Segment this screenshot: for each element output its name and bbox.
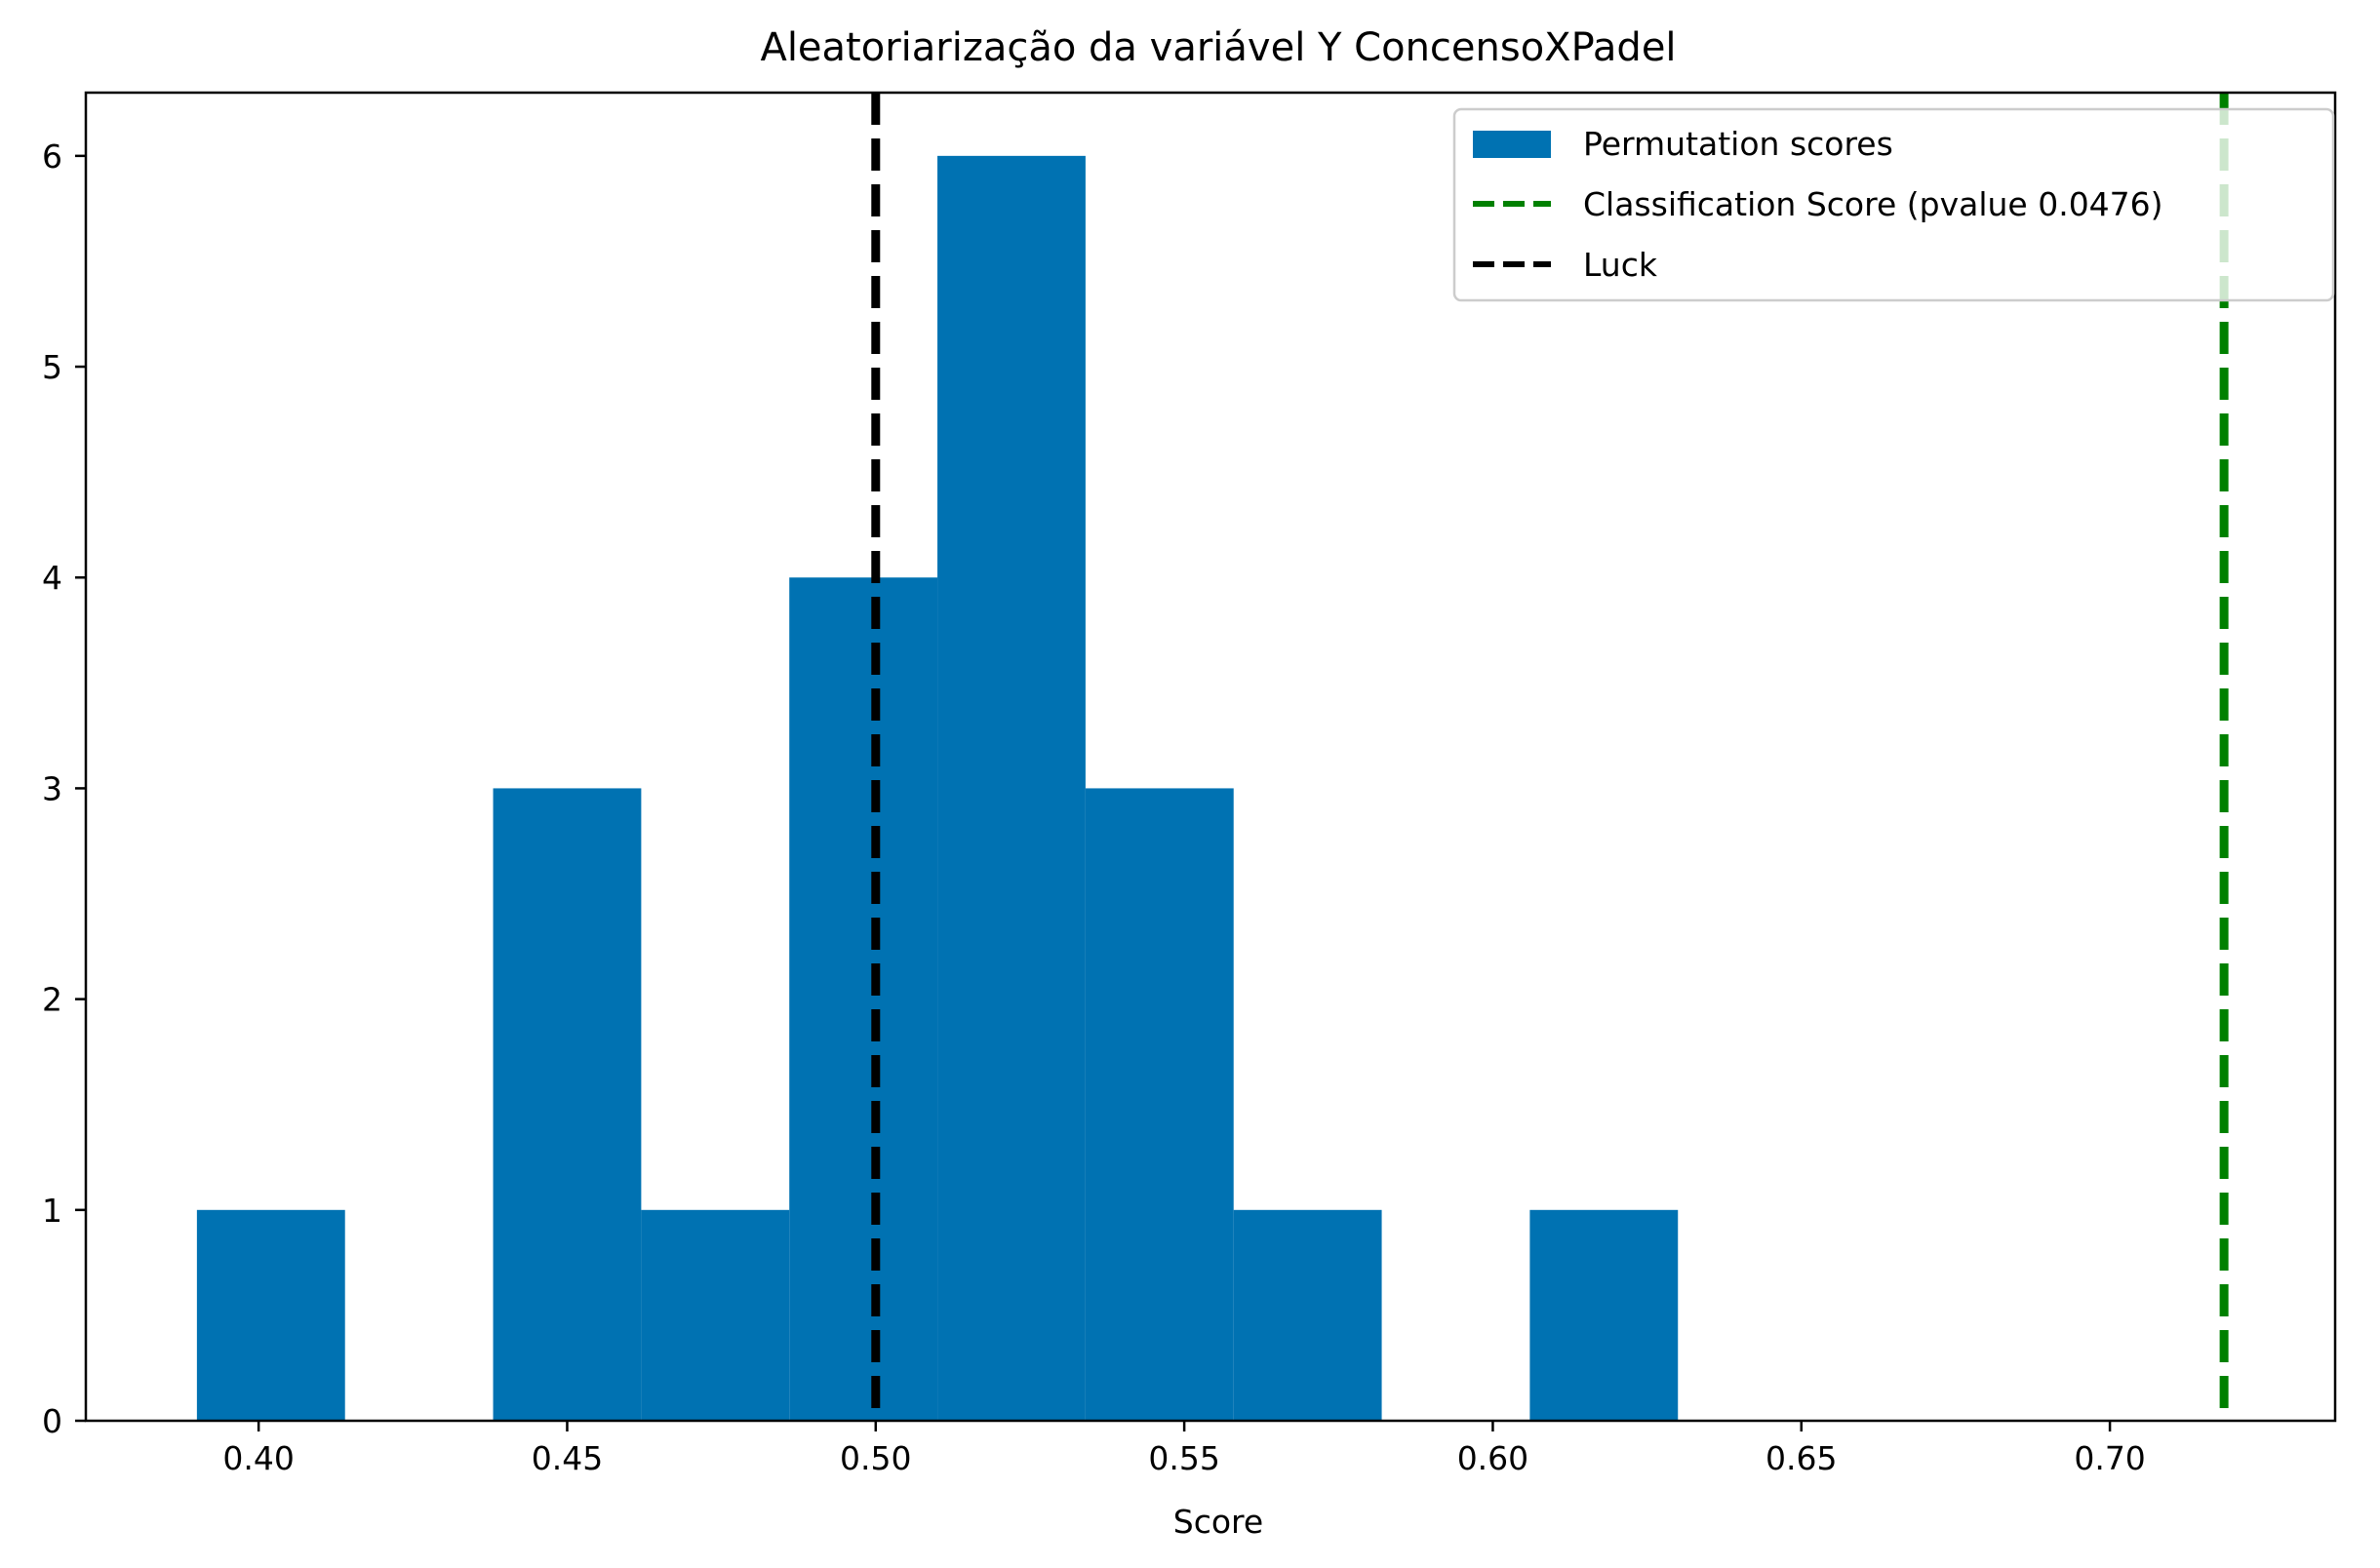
legend-label-classification-score: Classification Score (pvalue 0.0476) xyxy=(1583,185,2163,223)
histogram-bar-3 xyxy=(641,1209,790,1421)
x-tick-label: 0.70 xyxy=(2074,1439,2145,1477)
x-tick-label: 0.60 xyxy=(1457,1439,1528,1477)
x-axis-ticks: 0.40 0.45 0.50 0.55 0.60 0.65 0.70 xyxy=(222,1421,2146,1477)
y-tick-label: 2 xyxy=(42,981,62,1019)
y-tick-label: 5 xyxy=(42,348,62,386)
histogram-bar-0 xyxy=(196,1209,345,1421)
y-axis-ticks: 0 1 2 3 4 5 6 xyxy=(42,137,86,1440)
y-tick-label: 1 xyxy=(42,1192,62,1230)
histogram-bars xyxy=(196,155,1679,1421)
legend: Permutation scores Classification Score … xyxy=(1452,107,2335,302)
legend-patch-permutation-scores xyxy=(1473,131,1551,158)
y-tick-label: 6 xyxy=(42,137,62,176)
legend-label-permutation-scores: Permutation scores xyxy=(1583,125,1893,163)
x-tick-label: 0.45 xyxy=(532,1439,603,1477)
y-tick-label: 4 xyxy=(42,559,62,597)
histogram-bar-9 xyxy=(1529,1209,1679,1421)
y-tick-label: 0 xyxy=(42,1402,62,1440)
chart-title: Aleatoriarização da variável Y ConcensoX… xyxy=(760,25,1676,70)
x-tick-label: 0.50 xyxy=(840,1439,911,1477)
legend-box xyxy=(1452,107,2335,302)
plot-frame xyxy=(84,91,2337,1423)
histogram-bar-5 xyxy=(937,155,1086,1421)
histogram-bar-2 xyxy=(493,788,642,1421)
x-tick-label: 0.65 xyxy=(1765,1439,1837,1477)
histogram-bar-6 xyxy=(1085,788,1234,1421)
legend-label-luck: Luck xyxy=(1583,246,1658,284)
histogram-bar-7 xyxy=(1233,1209,1382,1421)
x-axis-label: Score xyxy=(1173,1503,1263,1541)
histogram-bar-4 xyxy=(789,577,938,1421)
y-tick-label: 3 xyxy=(42,769,62,807)
x-tick-label: 0.40 xyxy=(222,1439,294,1477)
reference-lines xyxy=(871,93,2229,1421)
x-tick-label: 0.55 xyxy=(1148,1439,1219,1477)
